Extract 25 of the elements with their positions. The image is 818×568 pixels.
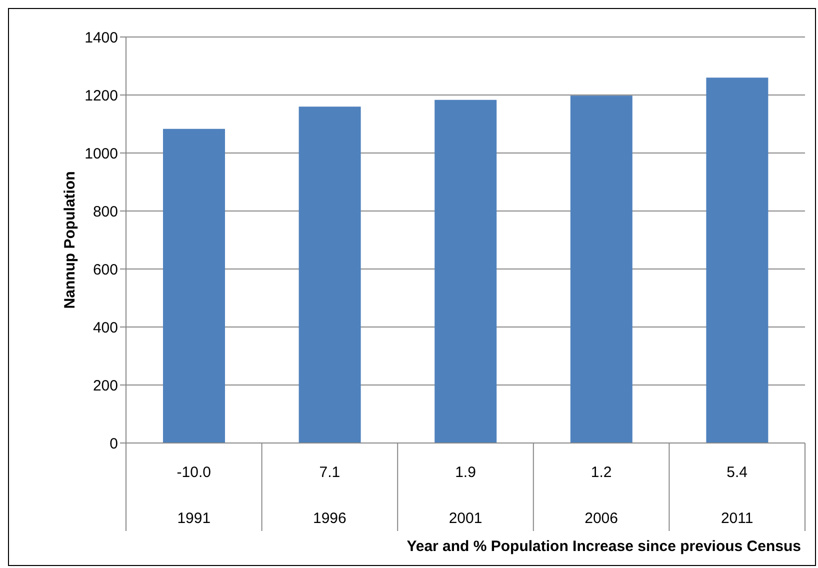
y-tick-label: 0 — [110, 435, 118, 452]
bar — [163, 128, 225, 443]
x-tick-label: 2001 — [448, 510, 482, 527]
bar — [570, 96, 632, 443]
bar — [298, 106, 361, 443]
x-tick-label: 1991 — [177, 510, 211, 527]
y-tick-label: 600 — [92, 261, 118, 278]
text: 7.1 — [319, 464, 340, 481]
y-tick-label: 1400 — [84, 29, 118, 46]
y-tick-label: 1000 — [84, 145, 118, 162]
y-tick-label: 1200 — [84, 87, 118, 104]
x-axis-title: Year and % Population Increase since previous Census — [406, 538, 801, 555]
y-tick-label: 800 — [92, 203, 118, 220]
bar — [706, 78, 768, 443]
text: 1.9 — [455, 464, 476, 481]
y-axis-title: Nannup Population — [61, 171, 78, 309]
text: 1.2 — [590, 464, 612, 481]
bar — [434, 100, 497, 443]
y-tick-label: 400 — [92, 319, 118, 336]
text: 5.4 — [726, 464, 748, 481]
x-tick-label: 2006 — [584, 510, 618, 527]
x-tick-label: 1996 — [313, 510, 346, 527]
text: -10.0 — [176, 464, 211, 481]
x-tick-label: 2011 — [720, 510, 754, 527]
y-tick-label: 200 — [92, 377, 118, 394]
